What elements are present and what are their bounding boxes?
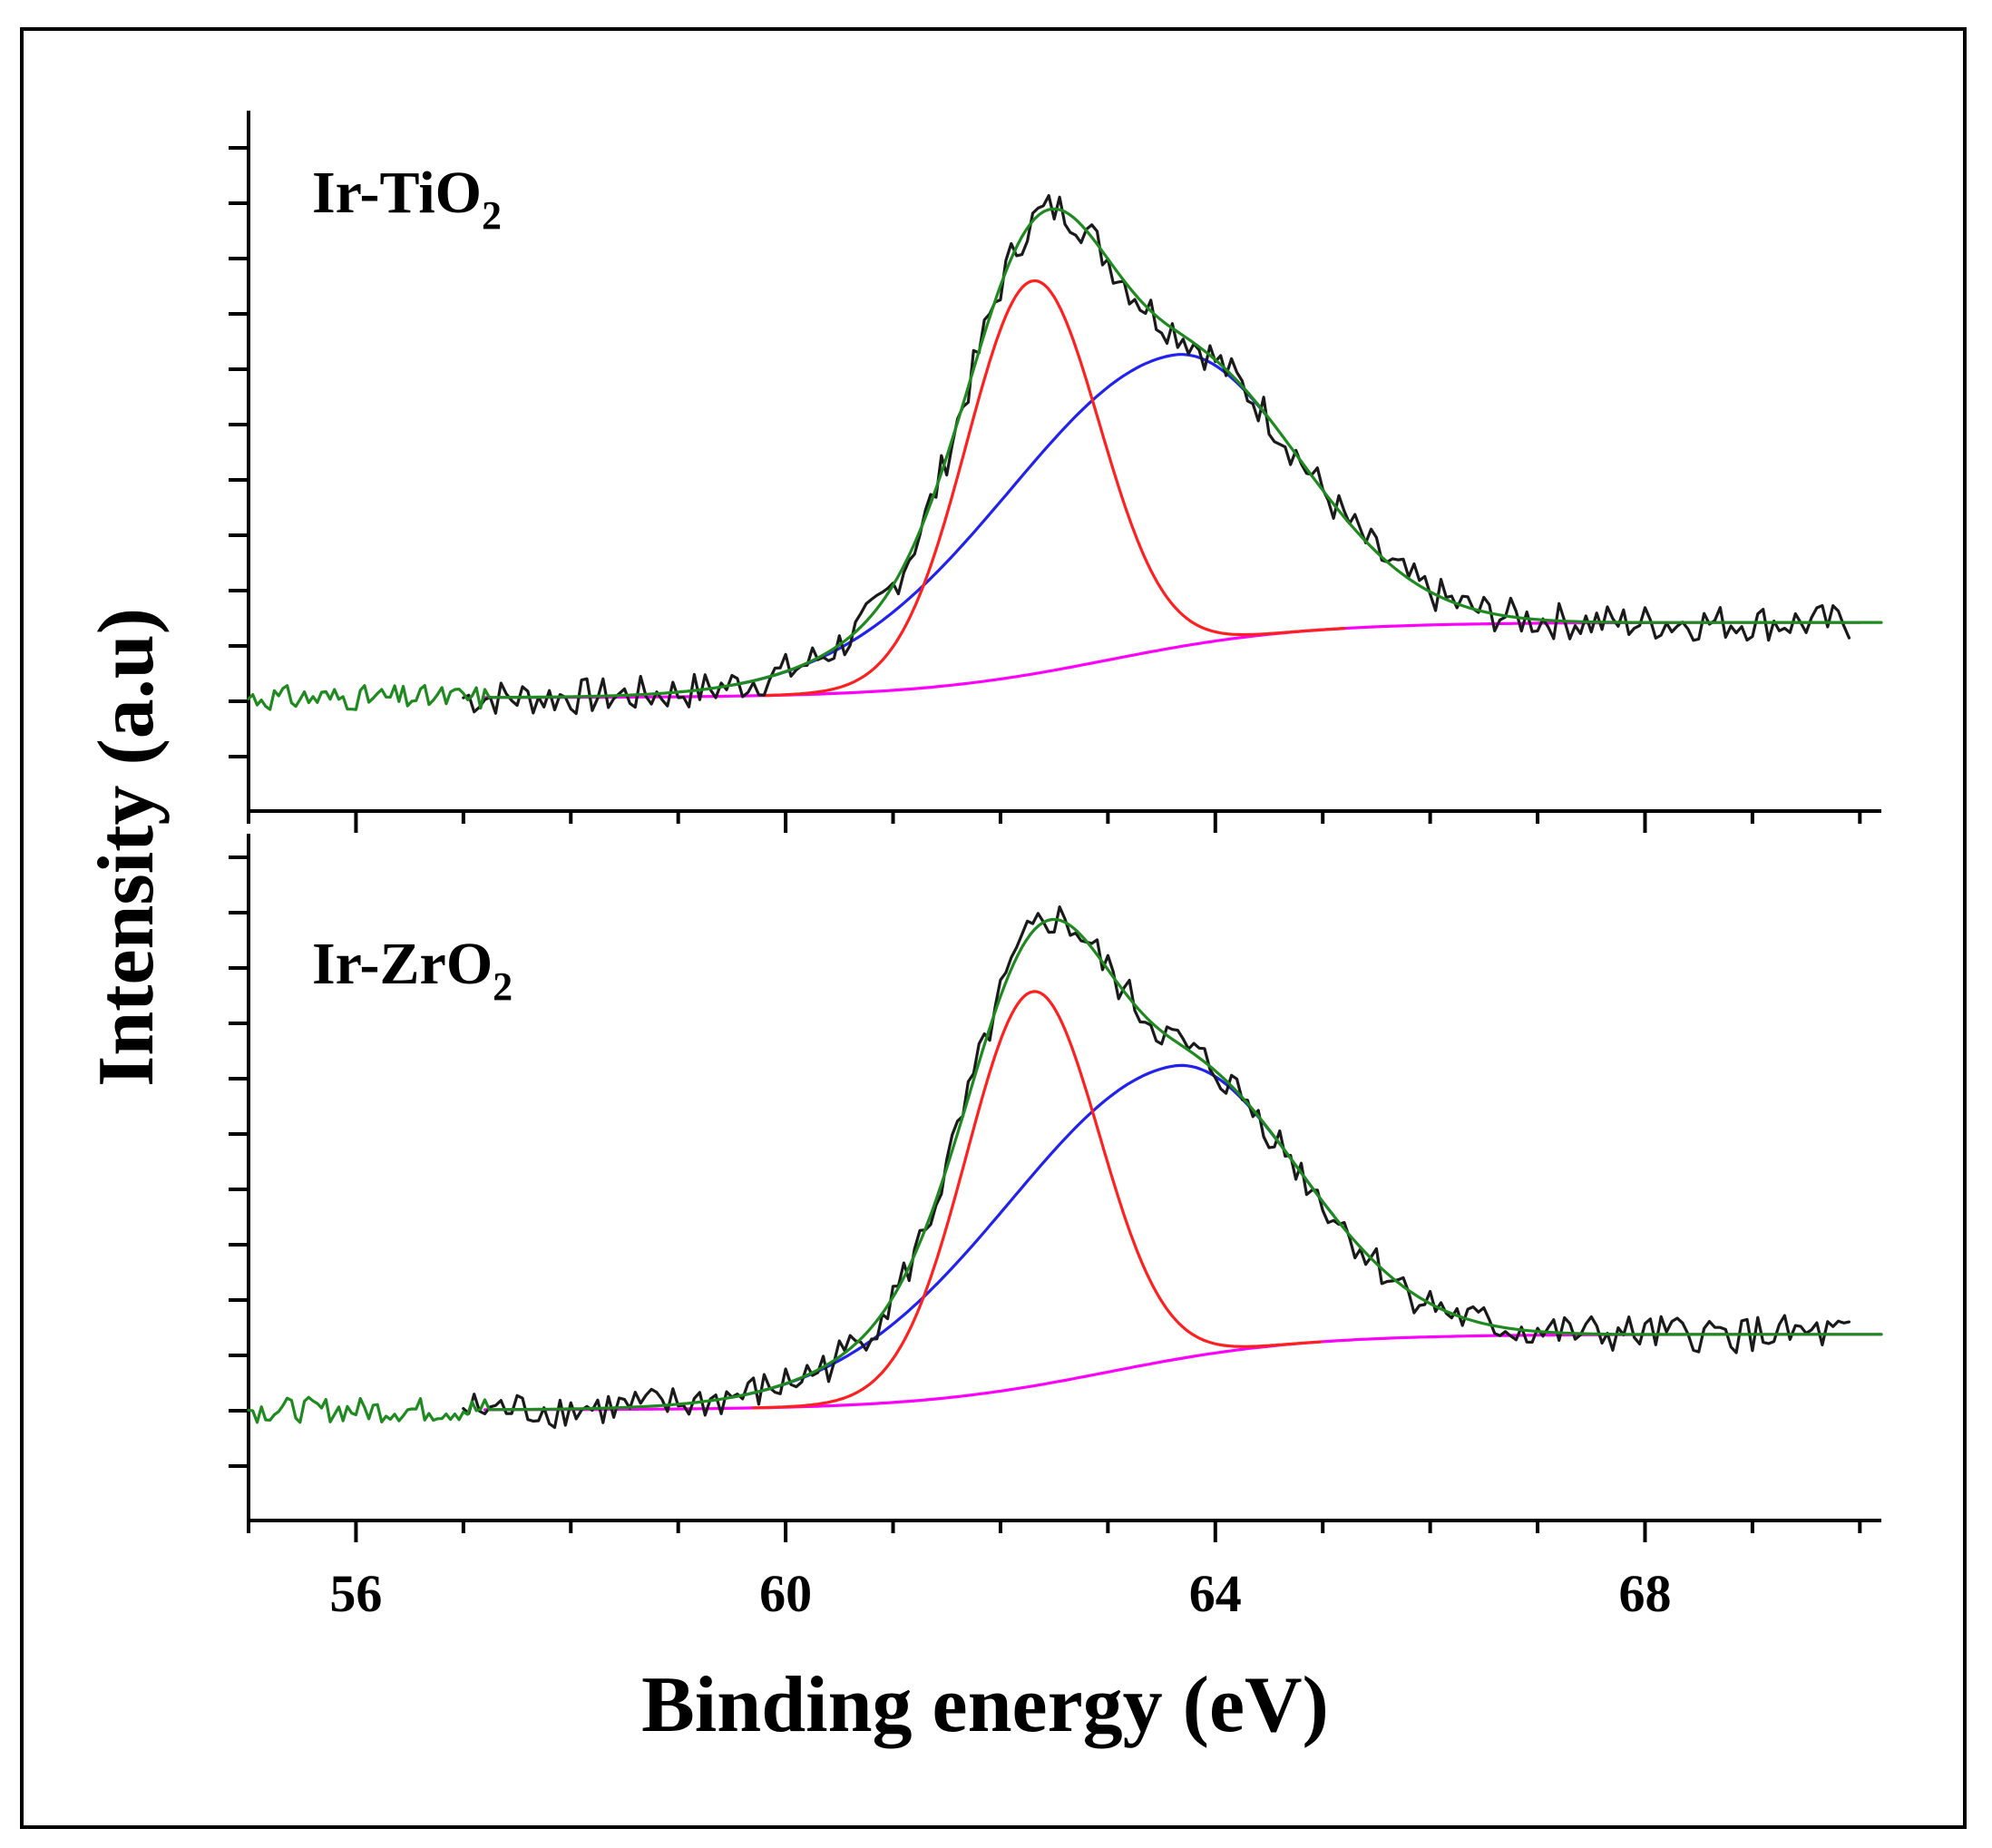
x-tick-labels: 56 60 64 68 [329, 1564, 1671, 1623]
raw-data-line-top [462, 194, 1851, 716]
x-tick-label: 56 [329, 1564, 382, 1623]
x-tick-label: 60 [759, 1564, 812, 1623]
y-axis-title: Intensity (a.u) [83, 608, 171, 1087]
curves [247, 194, 1883, 1430]
raw-data-line-bottom [462, 904, 1851, 1430]
x-axis-title: Binding energy (eV) [641, 1661, 1329, 1749]
peak1-line-top [762, 279, 1346, 698]
figure-frame: Ir-TiO2 Ir-ZrO2 Binding energy (eV) Inte… [20, 27, 1967, 1829]
panel-label-top: Ir-TiO2 [312, 160, 502, 238]
envelope-line-top [247, 207, 1883, 711]
peak2-line-top [730, 353, 1271, 687]
envelope-line-bottom [247, 917, 1883, 1424]
panel-label-bottom: Ir-ZrO2 [312, 931, 513, 1009]
x-tick-label: 68 [1618, 1564, 1671, 1623]
xps-chart: Ir-TiO2 Ir-ZrO2 Binding energy (eV) Inte… [83, 111, 1883, 1749]
peak1-line-bottom [751, 990, 1323, 1410]
axes [229, 111, 1881, 1542]
x-tick-label: 64 [1189, 1564, 1242, 1623]
